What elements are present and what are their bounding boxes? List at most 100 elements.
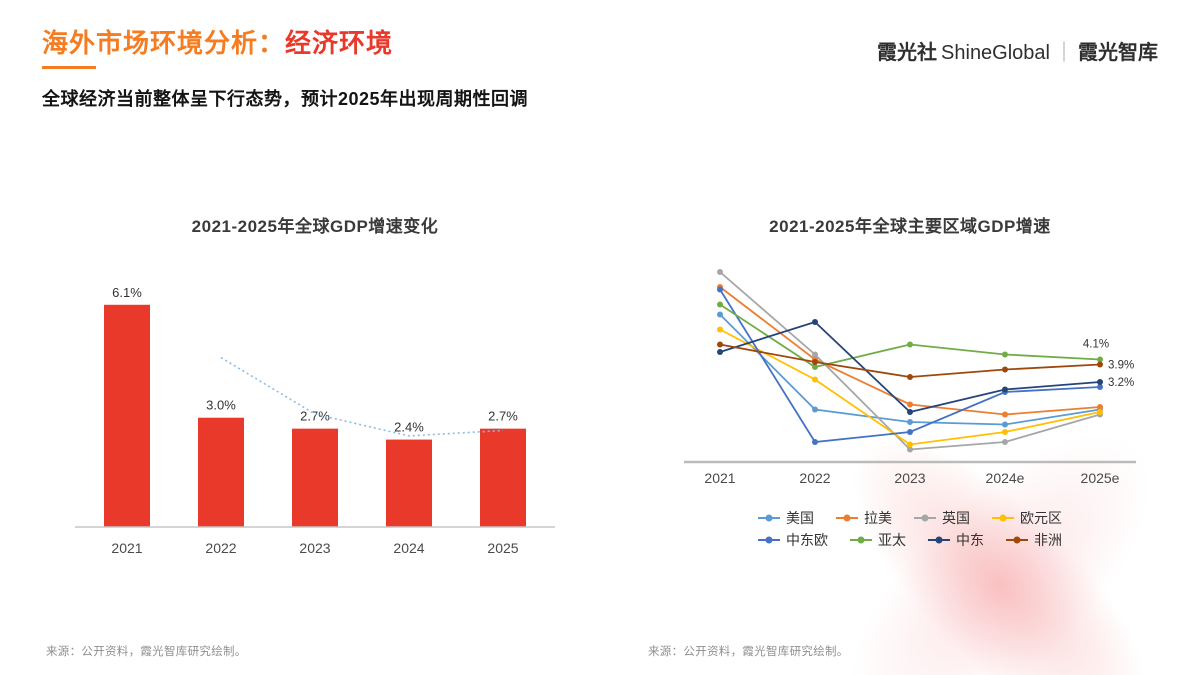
gdp-bar <box>198 417 244 527</box>
legend-item-非洲: 非洲 <box>1006 533 1062 547</box>
data-point <box>907 429 913 435</box>
data-point <box>717 301 723 308</box>
chart-legend: 美国 拉美 英国 欧元区 中东欧 亚太 中东 非洲 <box>758 511 1062 547</box>
data-point <box>1097 379 1103 385</box>
data-point <box>907 341 913 348</box>
data-point <box>907 401 913 408</box>
data-point <box>812 406 818 413</box>
legend-item-美国: 美国 <box>758 511 814 525</box>
legend-label: 中东 <box>956 532 984 548</box>
legend-line-marker <box>928 536 950 544</box>
page-title: 海外市场环境分析：经济环境 <box>42 28 528 59</box>
end-value-label: 3.2% <box>1108 377 1134 389</box>
legend-line-marker <box>1006 536 1028 544</box>
data-point <box>717 349 723 355</box>
data-point <box>717 341 723 348</box>
data-point <box>1002 429 1008 435</box>
bar-value-label: 2.4% <box>394 420 424 435</box>
brand-name-cn: 霞光社 <box>877 42 938 64</box>
legend-dot-marker <box>857 536 865 544</box>
x-axis-tick: 2024e <box>986 470 1025 486</box>
data-point <box>1097 361 1103 368</box>
x-axis-tick: 2025 <box>487 540 518 556</box>
data-point <box>717 269 723 275</box>
page-title-emphasis: 经济环境 <box>285 28 394 58</box>
data-point <box>907 409 913 415</box>
series-line-拉美 <box>719 286 1101 416</box>
x-axis-tick: 2023 <box>894 470 925 486</box>
trendline-dotted <box>220 356 504 437</box>
data-point <box>1002 411 1008 418</box>
legend-row: 美国 拉美 英国 欧元区 <box>758 511 1062 525</box>
legend-line-marker <box>758 536 780 544</box>
legend-label: 美国 <box>786 510 814 526</box>
legend-item-拉美: 拉美 <box>836 511 892 525</box>
regional-gdp-line-chart: 2021 2022 2023 2024e 2025e 4.1% 3.9% 3.2% <box>684 269 1136 486</box>
legend-dot-marker <box>1013 536 1021 544</box>
subtitle: 全球经济当前整体呈下行态势，预计2025年出现周期性回调 <box>42 89 529 110</box>
data-point <box>717 311 723 318</box>
data-point <box>812 376 818 383</box>
x-axis-tick: 2025e <box>1081 470 1120 486</box>
legend-label: 非洲 <box>1034 532 1062 548</box>
title-block: 海外市场环境分析：经济环境 全球经济当前整体呈下行态势，预计2025年出现周期性… <box>42 28 528 111</box>
legend-label: 拉美 <box>864 510 892 526</box>
x-axis-tick: 2023 <box>299 540 330 556</box>
bar-value-label: 6.1% <box>112 285 142 300</box>
data-point <box>1002 351 1008 358</box>
legend-label: 亚太 <box>878 532 906 548</box>
page-title-prefix: 海外市场环境分析： <box>42 28 286 58</box>
data-point <box>1002 421 1008 428</box>
data-point <box>907 446 913 453</box>
legend-label: 中东欧 <box>786 532 828 548</box>
legend-line-marker <box>850 536 872 544</box>
legend-dot-marker <box>765 514 773 522</box>
legend-dot-marker <box>935 536 943 544</box>
data-point <box>1097 409 1103 415</box>
legend-line-marker <box>836 514 858 522</box>
data-point <box>812 364 818 370</box>
x-axis-tick: 2021 <box>111 540 142 556</box>
brand-name-en: ShineGlobal <box>941 42 1050 64</box>
line-chart-block: 2021-2025年全球主要区域GDP增速 2021 2022 2023 2024e 2… <box>670 212 1150 567</box>
data-point <box>1097 356 1103 363</box>
legend-dot-marker <box>921 514 929 522</box>
data-point <box>1002 366 1008 373</box>
brand-divider: ｜ <box>1054 42 1074 64</box>
data-point <box>812 359 818 365</box>
bar-value-label: 2.7% <box>488 409 518 424</box>
bar-chart-block: 2021-2025年全球GDP增速变化 6.1% 3.0% 2.7% 2.4% 2.7%… <box>45 212 585 567</box>
legend-item-英国: 英国 <box>914 511 970 525</box>
bar-chart-title: 2021-2025年全球GDP增速变化 <box>191 217 439 236</box>
legend-line-marker <box>758 514 780 522</box>
x-axis-tick: 2021 <box>704 470 735 486</box>
legend-line-marker <box>914 514 936 522</box>
data-point <box>717 326 723 333</box>
legend-dot-marker <box>843 514 851 522</box>
data-point <box>907 374 913 380</box>
header: 海外市场环境分析：经济环境 全球经济当前整体呈下行态势，预计2025年出现周期性… <box>42 28 1158 111</box>
data-point <box>812 351 818 358</box>
brand-logo: 霞光社 ShineGlobal ｜霞光智库 <box>877 28 1158 65</box>
legend-line-marker <box>992 514 1014 522</box>
bar-value-label: 2.7% <box>300 409 330 424</box>
legend-item-中东欧: 中东欧 <box>758 533 828 547</box>
end-value-label: 4.1% <box>1083 339 1109 351</box>
x-axis-tick: 2022 <box>205 540 236 556</box>
data-point <box>1097 384 1103 390</box>
line-chart-title: 2021-2025年全球主要区域GDP增速 <box>769 217 1051 236</box>
data-point <box>1097 404 1103 410</box>
legend-dot-marker <box>999 514 1007 522</box>
series-line-亚太 <box>719 303 1101 368</box>
end-value-label: 3.9% <box>1108 360 1134 372</box>
source-note-right: 来源：公开资料，霞光智库研究绘制。 <box>648 646 849 658</box>
legend-row: 中东欧 亚太 中东 非洲 <box>758 533 1062 547</box>
charts-area: 2021-2025年全球GDP增速变化 6.1% 3.0% 2.7% 2.4% 2.7%… <box>45 212 1150 567</box>
legend-label: 英国 <box>942 510 970 526</box>
brand-think-tank: 霞光智库 <box>1078 42 1158 64</box>
legend-item-亚太: 亚太 <box>850 533 906 547</box>
title-underline <box>42 66 96 70</box>
data-point <box>1002 439 1008 445</box>
legend-dot-marker <box>765 536 773 544</box>
